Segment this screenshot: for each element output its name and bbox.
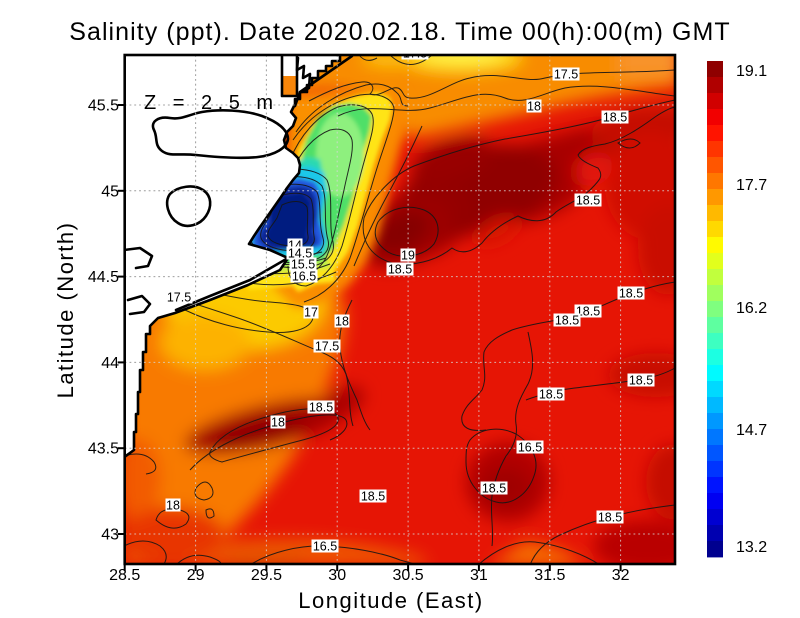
- svg-text:45.5: 45.5: [88, 98, 119, 115]
- svg-text:43: 43: [101, 527, 119, 544]
- svg-text:30: 30: [328, 567, 346, 584]
- svg-text:31: 31: [470, 567, 488, 584]
- svg-text:18.5: 18.5: [482, 482, 506, 496]
- svg-text:17.5: 17.5: [554, 68, 578, 82]
- svg-text:13.2: 13.2: [736, 539, 767, 556]
- svg-text:18.5: 18.5: [309, 401, 333, 415]
- svg-text:16.5: 16.5: [518, 441, 542, 455]
- svg-text:18.5: 18.5: [576, 194, 600, 208]
- svg-text:18: 18: [166, 499, 180, 513]
- svg-text:Longitude (East): Longitude (East): [298, 588, 483, 613]
- svg-text:29.5: 29.5: [251, 567, 282, 584]
- svg-text:19.1: 19.1: [736, 63, 767, 80]
- svg-text:17.5: 17.5: [315, 340, 339, 354]
- svg-text:Latitude (North): Latitude (North): [53, 222, 78, 399]
- svg-text:44.5: 44.5: [88, 269, 119, 286]
- svg-text:29: 29: [187, 567, 205, 584]
- svg-text:14.5: 14.5: [288, 247, 312, 261]
- svg-text:17.5: 17.5: [403, 47, 427, 61]
- svg-text:18: 18: [527, 100, 541, 114]
- svg-text:31.5: 31.5: [534, 567, 565, 584]
- svg-text:32: 32: [612, 567, 630, 584]
- svg-text:18.5: 18.5: [555, 314, 579, 328]
- svg-text:43.5: 43.5: [88, 441, 119, 458]
- svg-text:15.5: 15.5: [291, 258, 315, 272]
- svg-text:18.5: 18.5: [539, 388, 563, 402]
- svg-text:16.5: 16.5: [292, 270, 316, 284]
- svg-text:18.5: 18.5: [619, 287, 643, 301]
- svg-text:16.5: 16.5: [313, 540, 337, 554]
- svg-text:18.5: 18.5: [388, 263, 412, 277]
- svg-text:44: 44: [101, 355, 119, 372]
- svg-text:18.5: 18.5: [361, 490, 385, 504]
- svg-text:45: 45: [101, 183, 119, 200]
- svg-text:30.5: 30.5: [393, 567, 424, 584]
- svg-text:16.2: 16.2: [736, 300, 767, 317]
- svg-text:18.5: 18.5: [603, 111, 627, 125]
- svg-text:Salinity (ppt). Date 2020.02.1: Salinity (ppt). Date 2020.02.18. Time 00…: [69, 18, 730, 46]
- svg-text:28.5: 28.5: [109, 567, 140, 584]
- svg-text:Z = 2.5 m: Z = 2.5 m: [144, 92, 279, 114]
- svg-text:18.5: 18.5: [576, 305, 600, 319]
- svg-text:14.7: 14.7: [736, 422, 767, 439]
- svg-text:18: 18: [335, 315, 349, 329]
- svg-text:18: 18: [271, 416, 285, 430]
- svg-text:18.5: 18.5: [629, 374, 653, 388]
- svg-text:17.5: 17.5: [167, 291, 191, 305]
- svg-text:18.5: 18.5: [598, 511, 622, 525]
- svg-text:17.7: 17.7: [736, 177, 767, 194]
- svg-text:19: 19: [401, 249, 415, 263]
- svg-text:17: 17: [304, 306, 318, 320]
